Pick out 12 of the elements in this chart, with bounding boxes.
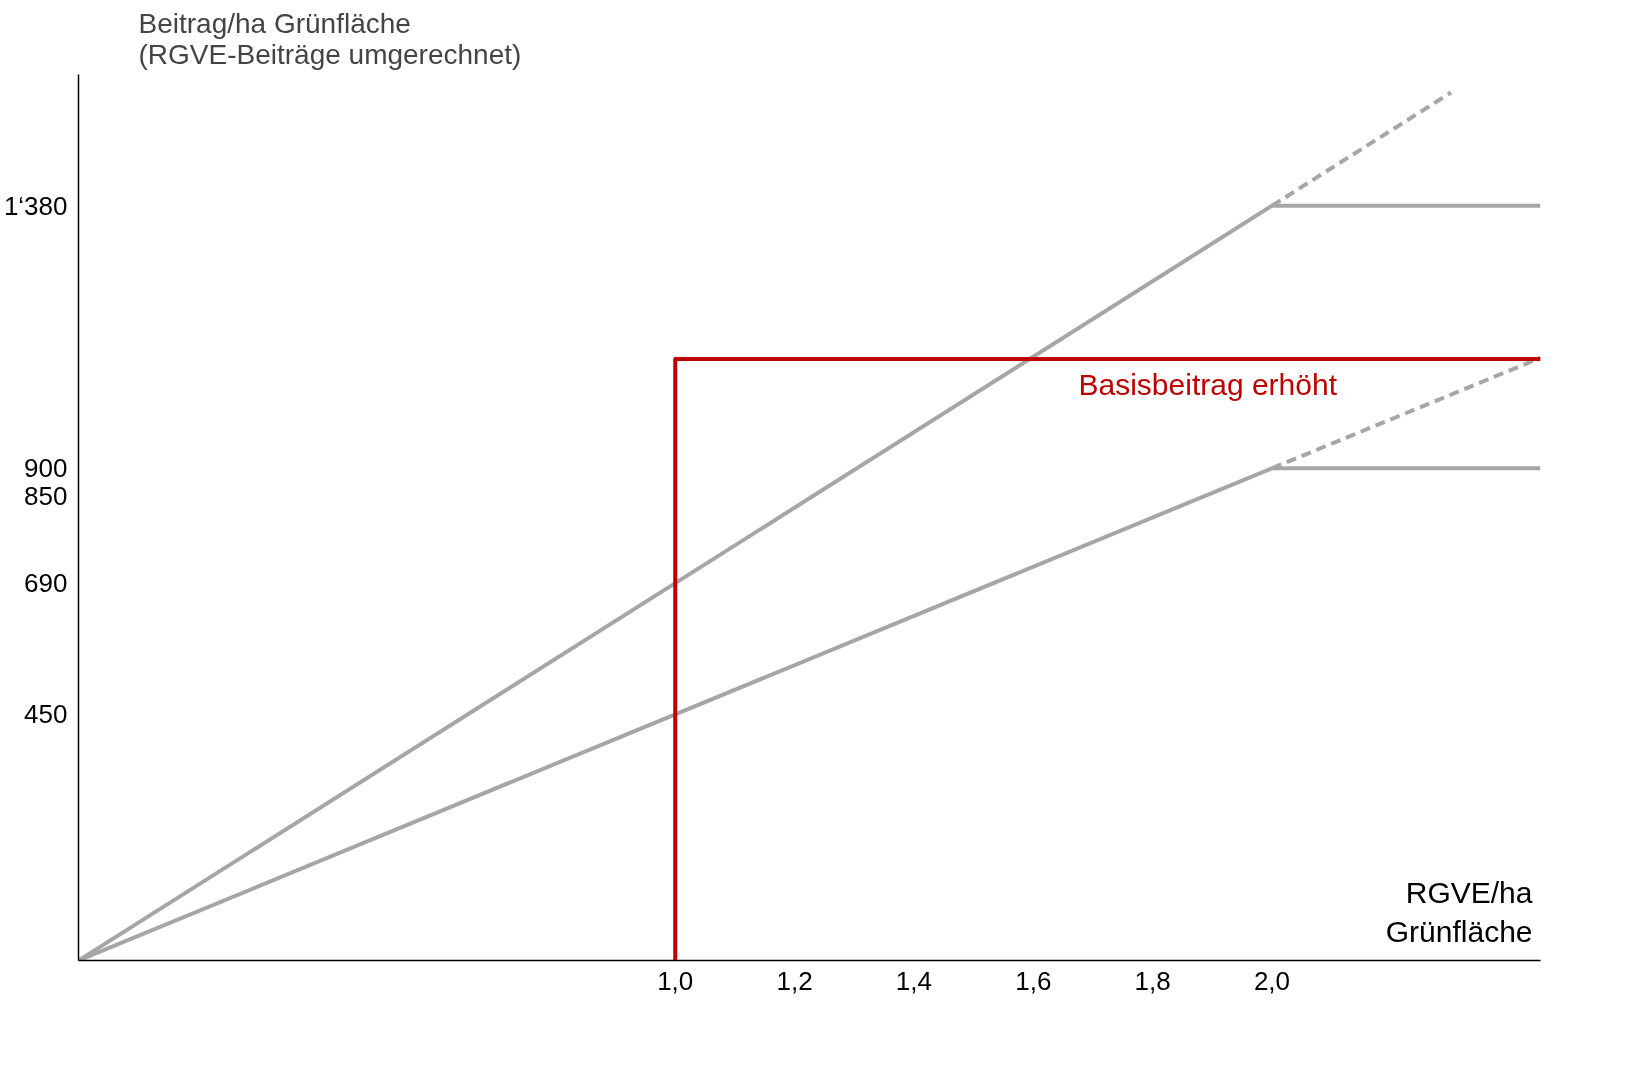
x-tick-label: 1,2 xyxy=(776,965,813,996)
x-tick-label: 1,0 xyxy=(657,965,694,996)
annotation: Basisbeitrag erhöht xyxy=(1078,367,1338,401)
y-tick-label: 1‘380 xyxy=(3,190,68,221)
y-tick-label: 450 xyxy=(24,699,68,730)
y-axis-title: Beitrag/ha Grünfläche (RGVE-Beiträge umgerechnet) xyxy=(138,7,522,70)
y-tick-label: 690 xyxy=(24,568,68,599)
x-tick-label: 2,0 xyxy=(1253,965,1291,996)
x-tick-label: 1,8 xyxy=(1134,965,1171,996)
x-axis-title: RGVE/ha Grünfläche xyxy=(1385,875,1533,949)
x-tick-label: 1,4 xyxy=(895,965,933,996)
x-tick-label: 1,6 xyxy=(1015,965,1052,996)
